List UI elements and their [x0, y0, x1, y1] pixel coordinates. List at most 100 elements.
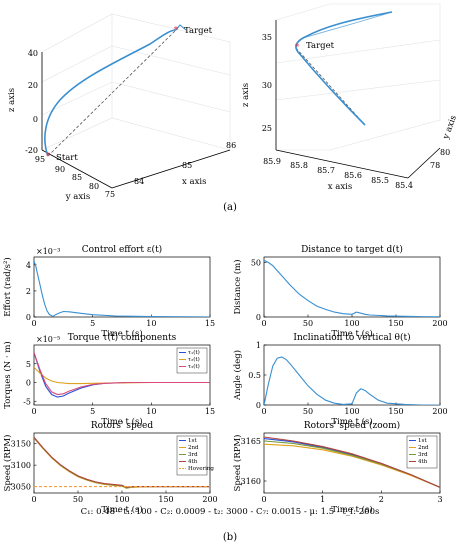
axis-exponent: ×10⁻⁵	[36, 335, 60, 344]
series-line-1	[34, 260, 210, 317]
y-axis-label: Speed (RPM)	[2, 435, 13, 492]
panel-label-a: (a)	[223, 202, 237, 213]
trajectory-line	[295, 11, 393, 126]
subplot-title: Rotors' speed (zoom)	[304, 420, 400, 431]
x-axis-label: Time t (s)	[331, 328, 372, 339]
y-tick: 78	[430, 161, 440, 170]
target-label: Target	[306, 41, 335, 51]
x-axis-label: Time t (s)	[101, 416, 142, 427]
plot3d-right: 25 30 35 z axis 85.9 85.8 85.7 85.6 85.5…	[241, 3, 459, 192]
x-tick-label: 0	[31, 407, 36, 416]
x-tick-label: 100	[344, 407, 359, 416]
x-tick: 86	[226, 141, 236, 150]
trajectory-return	[302, 11, 393, 39]
y-axis-floor	[41, 149, 113, 189]
x-tick-label: 100	[344, 319, 359, 328]
subplot-title: Control effort ε(t)	[82, 244, 162, 255]
parameters-caption: C₁: 0.48 - t₁: 100 - C₂: 0.0009 - t₂: 30…	[81, 507, 380, 517]
y-tick: 85	[72, 173, 82, 182]
x-tick-label: 3	[437, 495, 442, 504]
y-tick-label: 3165	[241, 437, 261, 446]
x-tick-label: 150	[388, 319, 403, 328]
y-axis-floor	[407, 147, 441, 179]
z-tick: 20	[28, 81, 38, 90]
y-tick-label: 3050	[11, 483, 31, 492]
x-tick: 85.7	[317, 166, 335, 175]
legend-box	[176, 347, 208, 374]
x-tick: 85.6	[344, 171, 362, 180]
legend-entry: 2nd	[188, 445, 199, 451]
series-line-t	[34, 352, 210, 396]
y-axis-label: y axis	[65, 192, 90, 202]
x-tick: 84	[134, 177, 144, 186]
x-axis-label: Time t (s)	[101, 504, 142, 515]
y-tick-label: 0	[26, 379, 31, 388]
y-tick: 95	[35, 155, 45, 164]
y-tick-label: 0	[26, 313, 31, 322]
legend-entry: 4th	[188, 459, 198, 465]
y-tick: 80	[89, 182, 99, 191]
x-tick-label: 0	[261, 495, 266, 504]
legend-entry: 2nd	[418, 445, 429, 451]
3d-grid-line	[111, 45, 231, 76]
x-axis-label: Time t (s)	[331, 416, 372, 427]
z-tick: 25	[262, 124, 272, 133]
reference-line	[295, 47, 366, 126]
y-tick-label: 5	[26, 360, 31, 369]
x-tick-label: 150	[158, 495, 173, 504]
trajectory-line	[44, 29, 177, 157]
y-tick-label: 1	[256, 341, 261, 350]
z-tick: 40	[28, 49, 38, 58]
trajectory-end	[175, 24, 187, 31]
y-tick-label: 2	[26, 287, 31, 296]
x-tick: 85.8	[290, 161, 308, 170]
x-tick-label: 50	[303, 407, 313, 416]
y-tick-label: 0.5	[248, 371, 261, 380]
x-tick-label: 15	[205, 407, 215, 416]
x-tick-label: 0	[31, 319, 36, 328]
target-marker: *	[174, 26, 179, 36]
x-tick-label: 1	[320, 495, 325, 504]
x-tick-label: 100	[114, 495, 129, 504]
y-axis-label: Effort (rad/s²)	[2, 257, 13, 316]
x-tick-label: 10	[146, 319, 156, 328]
z-axis-label: z axis	[241, 83, 251, 107]
z-tick: 0	[33, 115, 38, 124]
subplot-b3: Torque τ(t) components×10⁻⁵0 5 10 15-505Tim…	[2, 332, 215, 427]
x-tick-label: 2	[379, 495, 384, 504]
legend-entry: 4th	[418, 459, 428, 465]
x-tick: 85.9	[263, 157, 281, 166]
y-axis-label: Distance (m)	[232, 259, 243, 314]
y-tick-label: 3150	[11, 440, 31, 449]
target-marker: *	[295, 43, 300, 53]
x-tick-label: 5	[90, 407, 95, 416]
plot-area	[263, 344, 441, 406]
y-axis-label: Speed (RPM)	[232, 435, 243, 492]
x-axis-label: Time t (s)	[331, 504, 372, 515]
legend-entry: 3rd	[188, 452, 198, 458]
subplot-title: Rotors' speed	[91, 421, 154, 431]
series-line-1	[264, 356, 440, 405]
x-axis-label: Time t (s)	[101, 328, 142, 339]
target-label: Target	[184, 26, 213, 36]
legend-entry: τ₁(t)	[188, 349, 200, 356]
y-axis-label: Angle (deg)	[232, 350, 243, 401]
y-tick-label: 4	[26, 261, 31, 270]
x-tick-label: 5	[90, 319, 95, 328]
legend: τ₁(t)τ₂(t)τ₃(t)	[176, 347, 208, 374]
3d-grid-line	[111, 81, 231, 113]
x-tick-label: 0	[261, 319, 266, 328]
y-tick-label: 0	[256, 313, 261, 322]
series-line-4th	[264, 436, 440, 488]
legend-entry: τ₃(t)	[188, 363, 200, 370]
subplot-b1: Control effort ε(t) ×10⁻³ 0 5 10 15 0 2 4 Time t …	[2, 244, 215, 339]
subplot-b6: Rotors' speed (zoom) 0 1 2 3 3160 3165 Time t (…	[232, 420, 443, 515]
subplot-title: Inclination to vertical θ(t)	[293, 332, 410, 343]
y-tick: 80	[440, 148, 450, 157]
3d-grid-line	[41, 45, 113, 83]
x-axis-label: x axis	[182, 177, 206, 187]
z-tick: -20	[25, 146, 38, 155]
legend-entry: 3rd	[418, 452, 428, 458]
